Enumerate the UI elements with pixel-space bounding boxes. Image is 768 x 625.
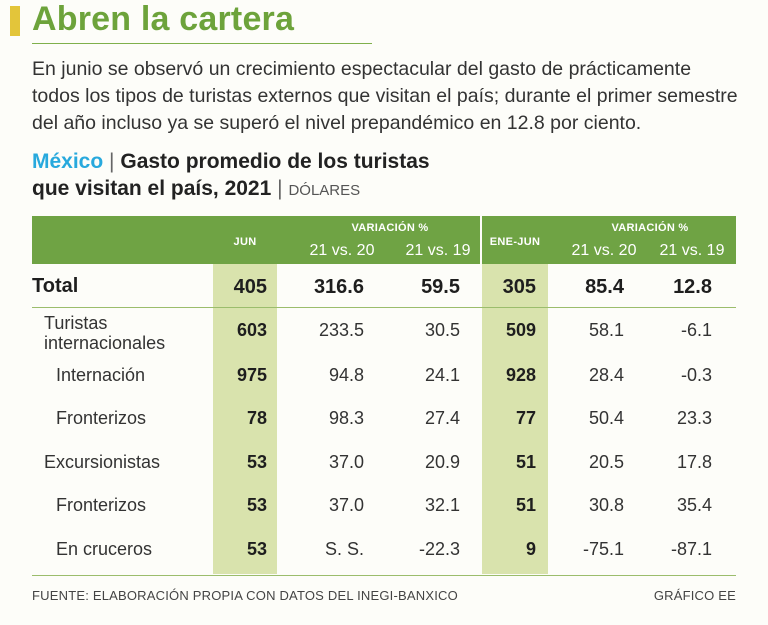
row-label: Total bbox=[32, 275, 79, 297]
chart-title-line2: que visitan el país, 2021 bbox=[32, 177, 272, 200]
unit-separator: | bbox=[277, 177, 283, 200]
title-separator: | bbox=[109, 150, 115, 173]
header-enejun: ENE-JUN bbox=[489, 236, 541, 248]
header-variacion-enejun: VARIACIÓN % bbox=[611, 222, 689, 234]
cell-jun: 975 bbox=[236, 365, 267, 385]
header-jun-21vs19: 21 vs. 19 bbox=[405, 242, 471, 259]
cell-jun-v20: 94.8 bbox=[328, 365, 364, 385]
cell-jun-v20: 37.0 bbox=[328, 452, 364, 472]
graphic-credit: GRÁFICO EE bbox=[653, 588, 736, 603]
row-label: En cruceros bbox=[56, 539, 153, 559]
row-label: Fronterizos bbox=[56, 408, 147, 428]
intro-paragraph: En junio se observó un crecimiento espec… bbox=[32, 58, 738, 134]
cell-jun: 603 bbox=[236, 320, 267, 340]
cell-enejun-v19: -0.3 bbox=[680, 365, 712, 385]
table-row: En cruceros 53 S. S. -22.3 9 -75.1 -87.1 bbox=[32, 528, 736, 572]
table-row: Fronterizos 53 37.0 32.1 51 30.8 35.4 bbox=[32, 484, 736, 528]
cell-jun: 405 bbox=[233, 276, 267, 298]
cell-jun-v20: 233.5 bbox=[318, 320, 364, 340]
cell-jun-v20: S. S. bbox=[324, 539, 364, 559]
enejun-column-highlight bbox=[482, 264, 548, 574]
header-variacion-jun: VARIACIÓN % bbox=[351, 222, 429, 234]
cell-enejun-v20: 20.5 bbox=[588, 452, 624, 472]
chart-title-line1: Gasto promedio de los turistas bbox=[120, 150, 430, 173]
cell-enejun-v19: 35.4 bbox=[676, 495, 712, 515]
header-enejun-21vs19: 21 vs. 19 bbox=[659, 242, 725, 259]
cell-jun-v20: 98.3 bbox=[328, 408, 364, 428]
cell-enejun: 9 bbox=[525, 539, 536, 559]
cell-enejun: 509 bbox=[505, 320, 536, 340]
jun-column-highlight bbox=[213, 264, 277, 574]
cell-jun-v19: 27.4 bbox=[424, 408, 460, 428]
table-row-total: Total 405 316.6 59.5 305 85.4 12.8 bbox=[32, 270, 736, 304]
cell-enejun: 305 bbox=[502, 276, 536, 298]
cell-jun-v19: -22.3 bbox=[418, 539, 460, 559]
cell-jun-v19: 30.5 bbox=[424, 320, 460, 340]
header-jun: JUN bbox=[233, 236, 257, 248]
cell-enejun-v19: 12.8 bbox=[673, 276, 712, 298]
row-label: Turistas internacionales bbox=[44, 313, 166, 353]
table-row: Fronterizos 78 98.3 27.4 77 50.4 23.3 bbox=[32, 397, 736, 441]
table-row: Excursionistas 53 37.0 20.9 51 20.5 17.8 bbox=[32, 441, 736, 484]
row-label: Fronterizos bbox=[56, 495, 147, 515]
cell-jun-v19: 59.5 bbox=[421, 276, 460, 298]
cell-jun-v20: 37.0 bbox=[328, 495, 364, 515]
headline-rule bbox=[32, 43, 372, 44]
header-divider bbox=[480, 216, 482, 264]
cell-enejun: 928 bbox=[505, 365, 536, 385]
chart-country: México bbox=[32, 150, 104, 173]
cell-enejun-v19: -87.1 bbox=[670, 539, 712, 559]
cell-jun: 53 bbox=[246, 452, 267, 472]
row-divider bbox=[32, 307, 736, 308]
table-row: Internación 975 94.8 24.1 928 28.4 -0.3 bbox=[32, 354, 736, 397]
headline: Abren la cartera bbox=[32, 0, 295, 38]
chart-title: México | Gasto promedio de los turistas … bbox=[32, 148, 430, 204]
source-note: FUENTE: ELABORACIÓN PROPIA CON DATOS DEL… bbox=[32, 588, 458, 603]
cell-enejun: 77 bbox=[515, 408, 536, 428]
cell-enejun-v20: 58.1 bbox=[588, 320, 624, 340]
row-label: Excursionistas bbox=[44, 452, 161, 472]
header-enejun-21vs20: 21 vs. 20 bbox=[571, 242, 637, 259]
cell-jun-v19: 24.1 bbox=[424, 365, 460, 385]
cell-enejun-v20: 50.4 bbox=[588, 408, 624, 428]
cell-enejun-v20: 28.4 bbox=[588, 365, 624, 385]
cell-jun: 53 bbox=[246, 539, 267, 559]
cell-enejun: 51 bbox=[515, 452, 536, 472]
cell-enejun: 51 bbox=[515, 495, 536, 515]
row-label: Internación bbox=[56, 365, 146, 385]
cell-enejun-v20: -75.1 bbox=[582, 539, 624, 559]
table-header: JUN VARIACIÓN % 21 vs. 20 21 vs. 19 ENE-… bbox=[32, 216, 736, 264]
cell-enejun-v20: 30.8 bbox=[588, 495, 624, 515]
footer-rule bbox=[32, 575, 736, 576]
cell-enejun-v20: 85.4 bbox=[585, 276, 624, 298]
chart-unit: DÓLARES bbox=[288, 182, 361, 199]
headline-accent-bar bbox=[10, 6, 20, 36]
cell-enejun-v19: -6.1 bbox=[680, 320, 712, 340]
cell-jun: 78 bbox=[246, 408, 267, 428]
cell-enejun-v19: 23.3 bbox=[676, 408, 712, 428]
cell-jun-v20: 316.6 bbox=[313, 276, 364, 298]
cell-jun: 53 bbox=[246, 495, 267, 515]
table-row: Turistas internacionales 603 233.5 30.5 … bbox=[32, 308, 736, 354]
header-jun-21vs20: 21 vs. 20 bbox=[309, 242, 375, 259]
cell-jun-v19: 32.1 bbox=[424, 495, 460, 515]
cell-jun-v19: 20.9 bbox=[424, 452, 460, 472]
cell-enejun-v19: 17.8 bbox=[676, 452, 712, 472]
